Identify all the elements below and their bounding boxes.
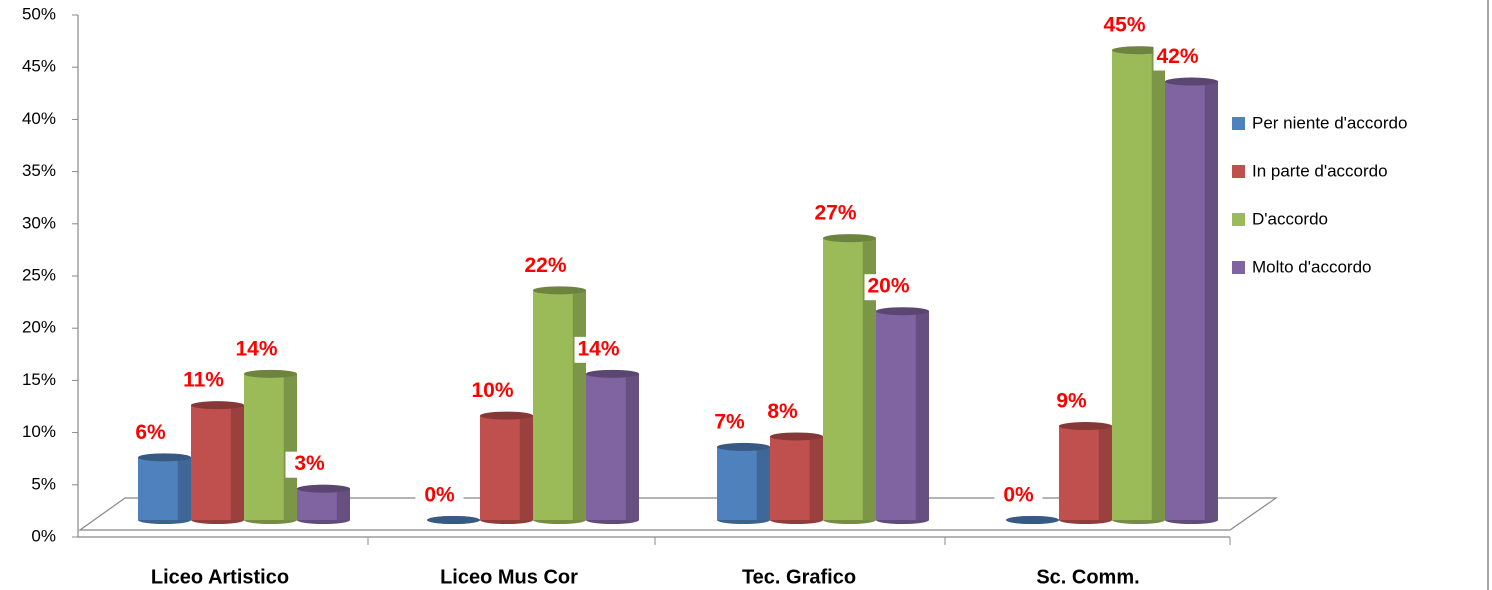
data-label: 6% xyxy=(135,421,166,444)
bar xyxy=(480,411,533,524)
legend-label: D'accordo xyxy=(1252,209,1328,228)
bar xyxy=(1006,516,1059,524)
x-tick-label: Tec. Grafico xyxy=(742,566,856,588)
label-bg xyxy=(864,274,913,301)
y-tick-label: 25% xyxy=(22,265,56,284)
label-bg xyxy=(415,483,464,509)
data-label: 14% xyxy=(577,337,619,360)
y-tick-label: 0% xyxy=(31,526,56,545)
data-label: 42% xyxy=(1156,45,1198,68)
data-label: 9% xyxy=(1056,390,1087,413)
x-tick-label: Liceo Mus Cor xyxy=(440,566,578,588)
bar xyxy=(191,401,244,524)
legend-swatch xyxy=(1232,165,1245,178)
label-bg xyxy=(232,336,281,363)
label-bg xyxy=(1047,389,1096,416)
y-tick-label: 50% xyxy=(22,4,56,23)
y-tick-label: 35% xyxy=(22,161,56,180)
label-bg xyxy=(1100,13,1149,40)
data-label: 3% xyxy=(294,452,325,475)
data-label: 0% xyxy=(424,484,455,507)
data-label: 14% xyxy=(235,337,277,360)
legend-label: In parte d'accordo xyxy=(1252,161,1388,180)
bar xyxy=(770,432,823,524)
y-tick-label: 45% xyxy=(22,57,56,76)
y-tick-label: 30% xyxy=(22,213,56,232)
label-bg xyxy=(179,368,228,395)
label-bg xyxy=(705,409,754,436)
y-tick-label: 15% xyxy=(22,370,56,389)
bar xyxy=(876,307,929,524)
data-label: 45% xyxy=(1103,14,1145,37)
label-bg xyxy=(574,336,623,363)
legend-swatch xyxy=(1232,117,1245,130)
bar xyxy=(138,453,191,524)
y-tick-label: 20% xyxy=(22,318,56,337)
label-bg xyxy=(521,253,570,280)
label-bg xyxy=(1153,44,1202,71)
data-label: 8% xyxy=(767,400,798,423)
data-label: 7% xyxy=(714,410,745,433)
bar xyxy=(1165,77,1218,524)
legend-label: Molto d'accordo xyxy=(1252,257,1371,276)
data-label: 22% xyxy=(524,254,566,277)
y-tick-label: 40% xyxy=(22,109,56,128)
bar xyxy=(297,484,350,524)
x-tick-label: Sc. Comm. xyxy=(1036,566,1139,588)
label-bg xyxy=(758,399,807,426)
legend-swatch xyxy=(1232,213,1245,226)
bar xyxy=(1112,46,1165,524)
legend-swatch xyxy=(1232,261,1245,274)
bar xyxy=(244,369,297,524)
bar xyxy=(586,369,639,524)
floor xyxy=(78,497,1278,531)
bar xyxy=(823,234,876,524)
y-tick-label: 10% xyxy=(22,422,56,441)
data-label: 11% xyxy=(183,369,224,392)
data-label: 20% xyxy=(867,275,909,298)
bar xyxy=(427,516,480,524)
x-tick-label: Liceo Artistico xyxy=(151,566,289,588)
label-bg xyxy=(468,378,517,405)
bar xyxy=(717,442,770,524)
label-bg xyxy=(994,483,1043,509)
label-bg xyxy=(811,201,860,228)
data-label: 10% xyxy=(471,379,513,402)
label-bg xyxy=(126,420,175,447)
y-tick-label: 5% xyxy=(31,474,56,493)
bar xyxy=(533,286,586,524)
legend-label: Per niente d'accordo xyxy=(1252,113,1407,132)
data-label: 27% xyxy=(814,202,856,225)
bar xyxy=(1059,422,1112,524)
data-label: 0% xyxy=(1003,484,1034,507)
label-bg xyxy=(285,451,334,478)
